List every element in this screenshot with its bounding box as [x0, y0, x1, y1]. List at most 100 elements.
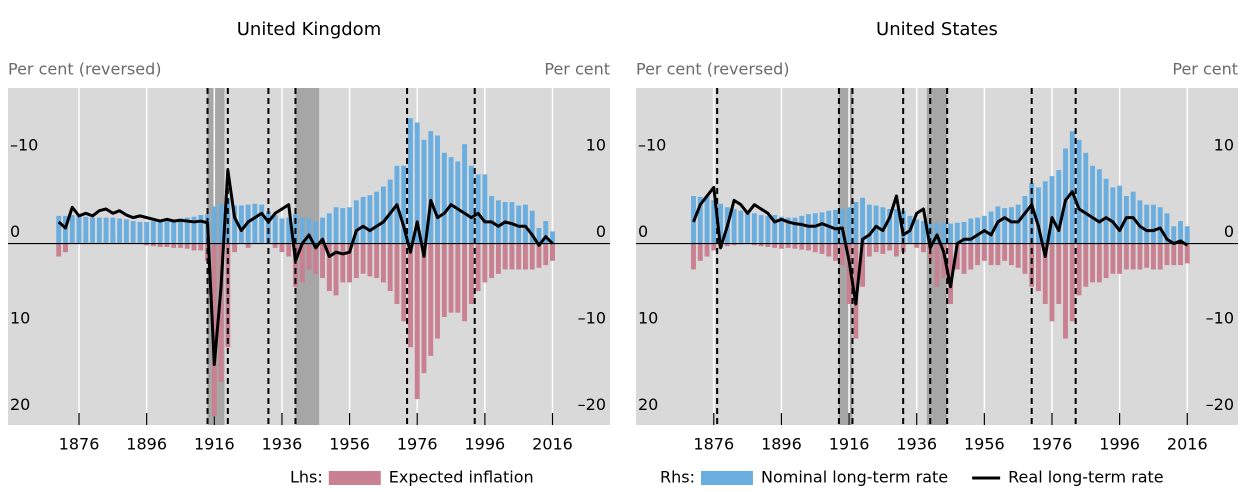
bar: [995, 243, 1001, 266]
bar: [489, 196, 495, 244]
bar: [360, 196, 366, 244]
bar: [468, 165, 474, 244]
bar: [353, 243, 359, 279]
y2-tick-label: 0: [1224, 222, 1234, 241]
y2-tick-label: –20: [578, 395, 606, 414]
bar: [448, 157, 454, 244]
bar: [293, 243, 298, 287]
chart-title: United Kingdom: [237, 19, 381, 40]
bar: [502, 243, 508, 270]
y-tick-label: 10: [638, 308, 658, 327]
bar: [1164, 213, 1170, 244]
bar: [839, 208, 845, 244]
bar: [103, 217, 109, 244]
bar: [846, 243, 852, 305]
bar: [536, 243, 542, 268]
y-axis-label: Per cent (reversed): [8, 60, 162, 79]
bar: [792, 217, 798, 244]
bar: [975, 243, 981, 266]
bar: [441, 152, 447, 244]
bar: [914, 219, 920, 244]
legend-label: Rhs:: [660, 468, 695, 487]
bar: [198, 215, 204, 244]
bar: [455, 161, 461, 244]
bar: [367, 243, 373, 277]
y-tick-label: 10: [10, 308, 30, 327]
bar: [860, 243, 866, 287]
y-tick-label: 0: [10, 222, 20, 241]
bar: [691, 243, 696, 270]
bar: [697, 196, 703, 244]
bar: [279, 243, 285, 253]
bar: [988, 243, 994, 266]
y-tick-label: 20: [10, 395, 30, 414]
bar: [731, 208, 737, 244]
bar: [96, 217, 102, 244]
bar: [252, 203, 258, 244]
bar: [232, 243, 238, 253]
bar: [1022, 243, 1028, 274]
bar: [934, 222, 940, 244]
bar: [523, 243, 528, 270]
bar: [313, 221, 319, 244]
bar: [887, 208, 893, 244]
bar: [150, 221, 156, 244]
bar: [56, 215, 62, 244]
bar: [751, 213, 757, 244]
bar: [265, 211, 271, 244]
x-tick-label: 1916: [829, 435, 870, 454]
bar: [880, 207, 886, 244]
bar: [1008, 207, 1014, 244]
bar: [408, 118, 413, 244]
bar: [529, 243, 535, 270]
bar: [981, 243, 987, 261]
bar: [367, 195, 373, 244]
bar: [279, 218, 285, 244]
bar: [1164, 243, 1170, 266]
bar: [1063, 243, 1068, 339]
y2-tick-label: 0: [596, 222, 606, 241]
bar: [313, 243, 319, 274]
bar: [157, 219, 163, 244]
bar: [799, 243, 805, 250]
y-tick-label: 20: [638, 395, 658, 414]
bar: [1069, 243, 1075, 322]
legend-swatch: [700, 471, 753, 485]
bar: [482, 243, 488, 283]
bar: [523, 204, 528, 244]
bar: [792, 243, 798, 249]
x-tick-label: 1896: [761, 435, 802, 454]
bar: [1049, 243, 1055, 322]
bar: [941, 243, 947, 279]
bar: [435, 135, 440, 244]
bar: [543, 221, 549, 244]
bar: [1117, 243, 1123, 274]
bar: [1151, 243, 1156, 270]
bar: [178, 243, 183, 248]
x-tick-label: 1896: [126, 435, 167, 454]
bar: [833, 209, 838, 244]
bar: [900, 243, 906, 253]
bar: [948, 223, 953, 244]
bar: [414, 243, 420, 400]
bar: [455, 243, 461, 313]
bar: [117, 218, 123, 244]
legend-text: Real long-term rate: [1008, 468, 1163, 487]
bar: [191, 216, 197, 244]
x-tick-label: 1996: [465, 435, 506, 454]
x-tick-label: 1976: [397, 435, 438, 454]
bar: [812, 213, 818, 244]
bar: [758, 215, 764, 244]
bar: [171, 219, 177, 244]
bar: [1157, 207, 1163, 244]
bar: [550, 243, 555, 261]
bar: [1056, 170, 1062, 244]
bar: [1130, 243, 1136, 270]
bar: [785, 217, 791, 244]
bar: [76, 215, 82, 244]
bar: [1096, 243, 1102, 283]
bar: [846, 207, 852, 244]
bar: [948, 243, 953, 305]
bar: [178, 218, 183, 244]
y-tick-label: 0: [638, 222, 648, 241]
